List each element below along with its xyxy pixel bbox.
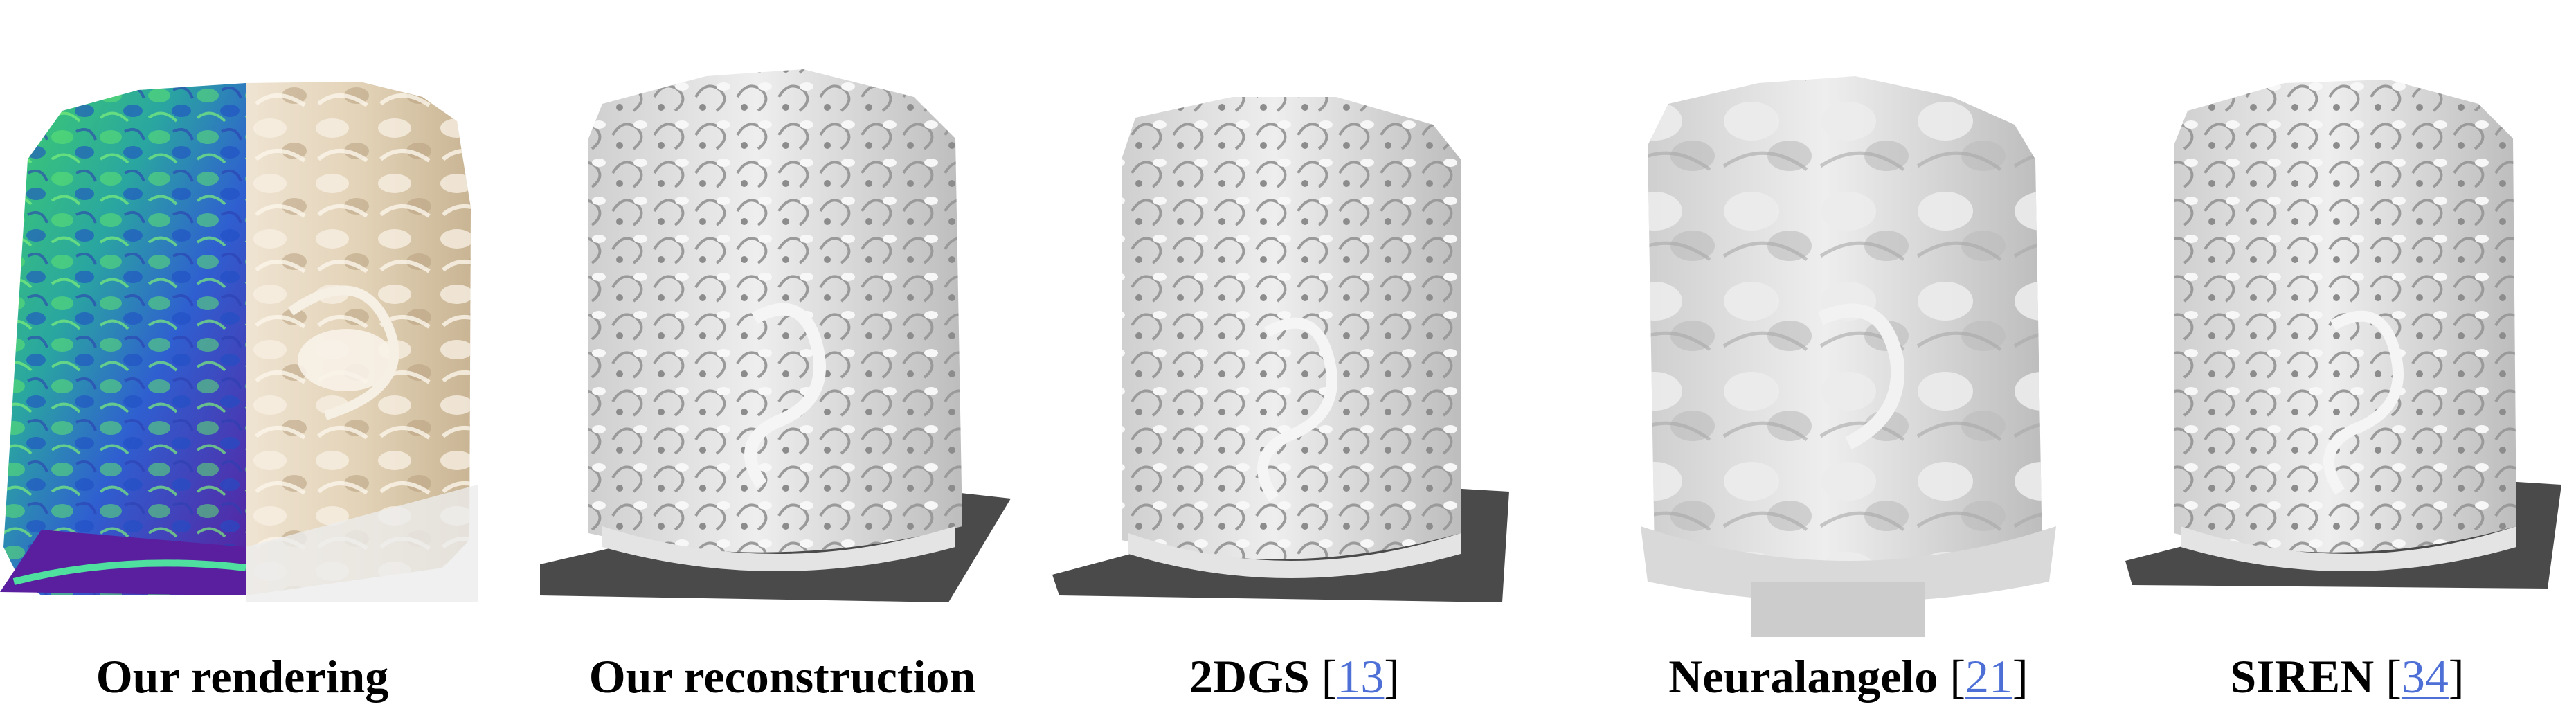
caption-label: Our rendering — [96, 650, 389, 703]
siren-mesh — [2125, 80, 2561, 589]
panel-our-reconstruction — [526, 0, 1038, 637]
2dgs-mesh — [1052, 97, 1509, 602]
panel-2dgs — [1045, 0, 1530, 637]
citation: [34] — [2386, 650, 2465, 703]
citation-link[interactable]: 34 — [2401, 650, 2449, 703]
caption-label: SIREN — [2230, 650, 2375, 703]
panel-our-rendering — [0, 0, 485, 637]
caption-label: 2DGS — [1189, 650, 1310, 703]
caption-neuralangelo: Neuralangelo [21] — [1592, 645, 2105, 708]
reconstruction-mesh — [540, 69, 1011, 602]
citation: [21] — [1949, 650, 2028, 703]
caption-2dgs: 2DGS [13] — [1052, 645, 1537, 708]
neuralangelo-mesh — [1641, 76, 2056, 637]
citation-link[interactable]: 13 — [1337, 650, 1385, 703]
citation: [13] — [1321, 650, 1400, 703]
rendering-image — [0, 82, 478, 602]
panel-siren — [2118, 0, 2576, 637]
caption-our-reconstruction: Our reconstruction — [512, 645, 1052, 708]
caption-siren: SIREN [34] — [2118, 645, 2576, 708]
panel-neuralangelo — [1620, 0, 2077, 637]
caption-label: Our reconstruction — [588, 650, 976, 703]
citation-link[interactable]: 21 — [1965, 650, 2013, 703]
caption-label: Neuralangelo — [1668, 650, 1938, 703]
caption-our-rendering: Our rendering — [0, 645, 485, 708]
